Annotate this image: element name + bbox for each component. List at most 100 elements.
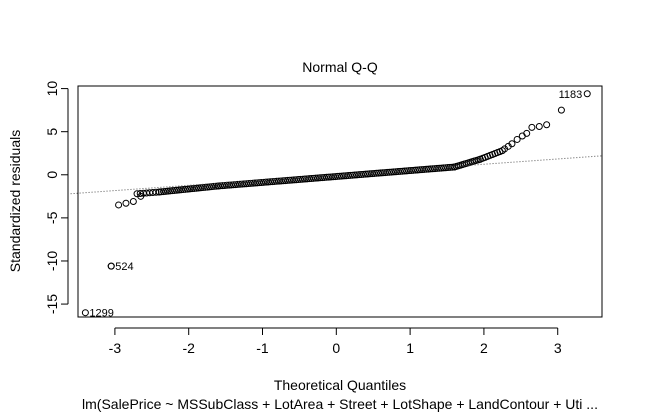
data-point bbox=[375, 169, 383, 177]
data-point bbox=[273, 177, 281, 185]
data-point bbox=[346, 171, 354, 179]
data-point bbox=[168, 187, 176, 195]
data-point bbox=[435, 164, 443, 172]
data-point bbox=[370, 169, 378, 177]
data-point bbox=[221, 181, 229, 189]
data-point bbox=[338, 172, 346, 180]
data-point bbox=[312, 174, 320, 182]
data-point bbox=[327, 173, 335, 181]
data-point bbox=[357, 171, 365, 179]
data-point bbox=[340, 172, 348, 180]
data-point bbox=[203, 183, 211, 191]
data-point bbox=[157, 188, 165, 196]
data-point bbox=[392, 168, 400, 176]
data-point bbox=[433, 164, 441, 172]
x-axis: -3 -2 -1 0 1 2 3 bbox=[109, 327, 562, 356]
data-point bbox=[333, 172, 341, 180]
x-tick-label: -2 bbox=[182, 340, 195, 356]
data-point bbox=[170, 186, 178, 194]
y-tick-label: -5 bbox=[44, 211, 60, 224]
x-tick-label: 0 bbox=[332, 340, 340, 356]
data-point bbox=[398, 167, 406, 175]
data-point bbox=[181, 185, 189, 193]
data-point bbox=[275, 177, 283, 185]
data-point bbox=[523, 129, 531, 137]
data-point bbox=[401, 167, 409, 175]
data-point bbox=[351, 171, 359, 179]
data-point bbox=[325, 173, 333, 181]
data-point bbox=[409, 166, 417, 174]
data-point bbox=[299, 175, 307, 183]
x-tick-label: -3 bbox=[109, 340, 122, 356]
data-point bbox=[314, 174, 322, 182]
point-label: 524 bbox=[115, 261, 133, 273]
chart-title: Normal Q-Q bbox=[302, 59, 378, 75]
data-point bbox=[403, 167, 411, 175]
x-axis-label: Theoretical Quantiles bbox=[274, 377, 406, 393]
y-tick-label: -10 bbox=[44, 251, 60, 271]
data-point bbox=[186, 185, 194, 193]
data-point bbox=[444, 164, 452, 172]
data-point bbox=[422, 165, 430, 173]
data-point bbox=[264, 178, 272, 186]
data-point bbox=[115, 201, 123, 209]
plot-frame bbox=[77, 85, 603, 318]
data-point bbox=[344, 172, 352, 180]
data-point bbox=[271, 177, 279, 185]
data-point bbox=[381, 169, 389, 177]
y-tick-label: -15 bbox=[44, 294, 60, 314]
data-point bbox=[258, 179, 266, 187]
data-point bbox=[292, 176, 300, 184]
data-point bbox=[331, 173, 339, 181]
data-point bbox=[305, 175, 313, 183]
data-point bbox=[284, 176, 292, 184]
data-point bbox=[336, 172, 344, 180]
x-tick-label: 3 bbox=[554, 340, 562, 356]
data-point bbox=[277, 177, 285, 185]
data-point bbox=[320, 173, 328, 181]
data-point bbox=[281, 177, 289, 185]
data-point bbox=[234, 180, 242, 188]
data-point bbox=[366, 170, 374, 178]
data-point bbox=[260, 178, 268, 186]
data-point bbox=[152, 188, 160, 196]
data-point bbox=[219, 182, 227, 190]
y-tick-label: 10 bbox=[44, 81, 60, 97]
data-point bbox=[210, 182, 218, 190]
data-point bbox=[329, 173, 337, 181]
data-point bbox=[81, 309, 89, 317]
data-point bbox=[122, 199, 130, 207]
data-point bbox=[528, 123, 536, 131]
reference-line bbox=[70, 155, 603, 195]
data-point bbox=[279, 177, 287, 185]
data-point bbox=[184, 185, 192, 193]
data-point bbox=[266, 178, 274, 186]
data-point bbox=[253, 179, 261, 187]
data-point bbox=[129, 198, 137, 205]
data-point bbox=[297, 175, 305, 183]
data-point bbox=[290, 176, 298, 184]
y-axis-label: Standardized residuals bbox=[7, 130, 23, 272]
data-point bbox=[359, 170, 367, 178]
model-formula: lm(SalePrice ~ MSSubClass + LotArea + St… bbox=[82, 396, 598, 412]
data-point bbox=[388, 168, 396, 176]
data-point bbox=[303, 175, 311, 183]
data-point bbox=[411, 166, 419, 174]
data-point bbox=[364, 170, 372, 178]
data-point bbox=[201, 183, 209, 191]
data-point bbox=[557, 106, 565, 114]
data-point bbox=[583, 90, 591, 98]
point-labels: 1183 524 1299 bbox=[89, 89, 582, 320]
data-point bbox=[535, 123, 543, 131]
data-point bbox=[155, 188, 163, 196]
data-point bbox=[251, 179, 259, 187]
data-point bbox=[416, 166, 424, 174]
data-point bbox=[227, 181, 235, 189]
data-point bbox=[262, 178, 270, 186]
data-point bbox=[355, 171, 363, 179]
data-point bbox=[205, 183, 213, 191]
data-point bbox=[107, 262, 115, 270]
data-point bbox=[362, 170, 370, 178]
data-point bbox=[166, 187, 174, 195]
data-point bbox=[162, 187, 170, 195]
